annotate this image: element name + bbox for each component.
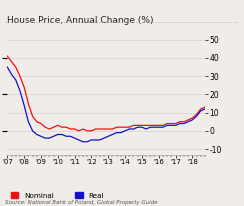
Text: House Price, Annual Change (%): House Price, Annual Change (%)	[7, 16, 154, 25]
Text: Source: National Bank of Poland, Global Property Guide: Source: National Bank of Poland, Global …	[5, 200, 157, 205]
Legend: Nominal, Real: Nominal, Real	[11, 192, 104, 199]
